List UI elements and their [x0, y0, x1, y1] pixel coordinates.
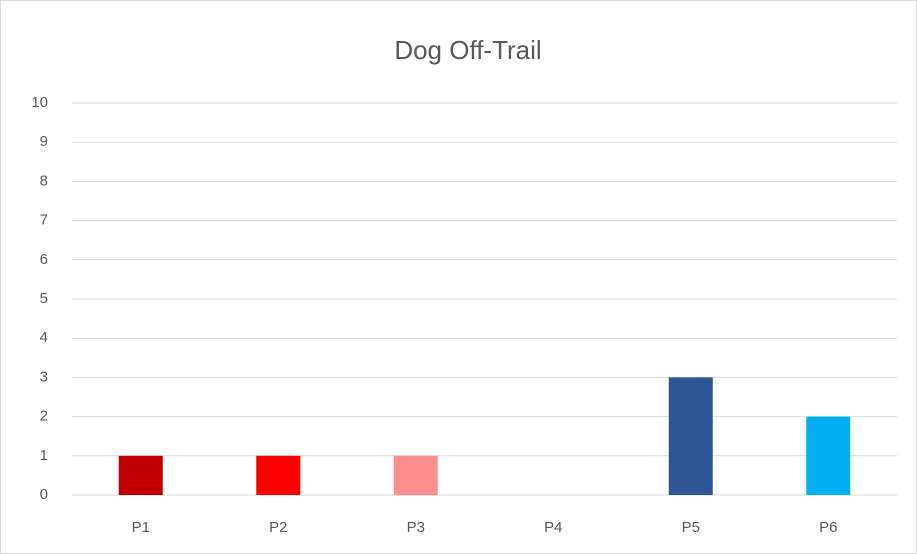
x-tick-label: P3 — [407, 519, 425, 536]
y-tick-label: 8 — [40, 172, 48, 189]
y-tick-label: 4 — [40, 329, 48, 346]
bar — [256, 455, 301, 495]
x-tick-label: P4 — [544, 519, 562, 536]
y-tick-label: 6 — [40, 251, 48, 268]
x-tick-label: P5 — [682, 519, 700, 536]
y-tick-label: 9 — [40, 133, 48, 150]
chart-title: Dog Off-Trail — [394, 35, 541, 65]
y-tick-label: 2 — [40, 408, 48, 425]
y-tick-label: 10 — [31, 94, 48, 111]
y-tick-label: 7 — [40, 212, 48, 229]
bar — [668, 377, 713, 495]
x-tick-label: P6 — [819, 519, 837, 536]
y-tick-label: 3 — [40, 368, 48, 385]
x-tick-label: P1 — [132, 519, 150, 536]
x-tick-label: P2 — [269, 519, 287, 536]
bar — [118, 455, 163, 495]
bar — [393, 455, 438, 495]
y-tick-label: 1 — [40, 447, 48, 464]
bar — [806, 416, 851, 495]
y-tick-label: 5 — [40, 290, 48, 307]
y-tick-label: 0 — [40, 486, 48, 503]
